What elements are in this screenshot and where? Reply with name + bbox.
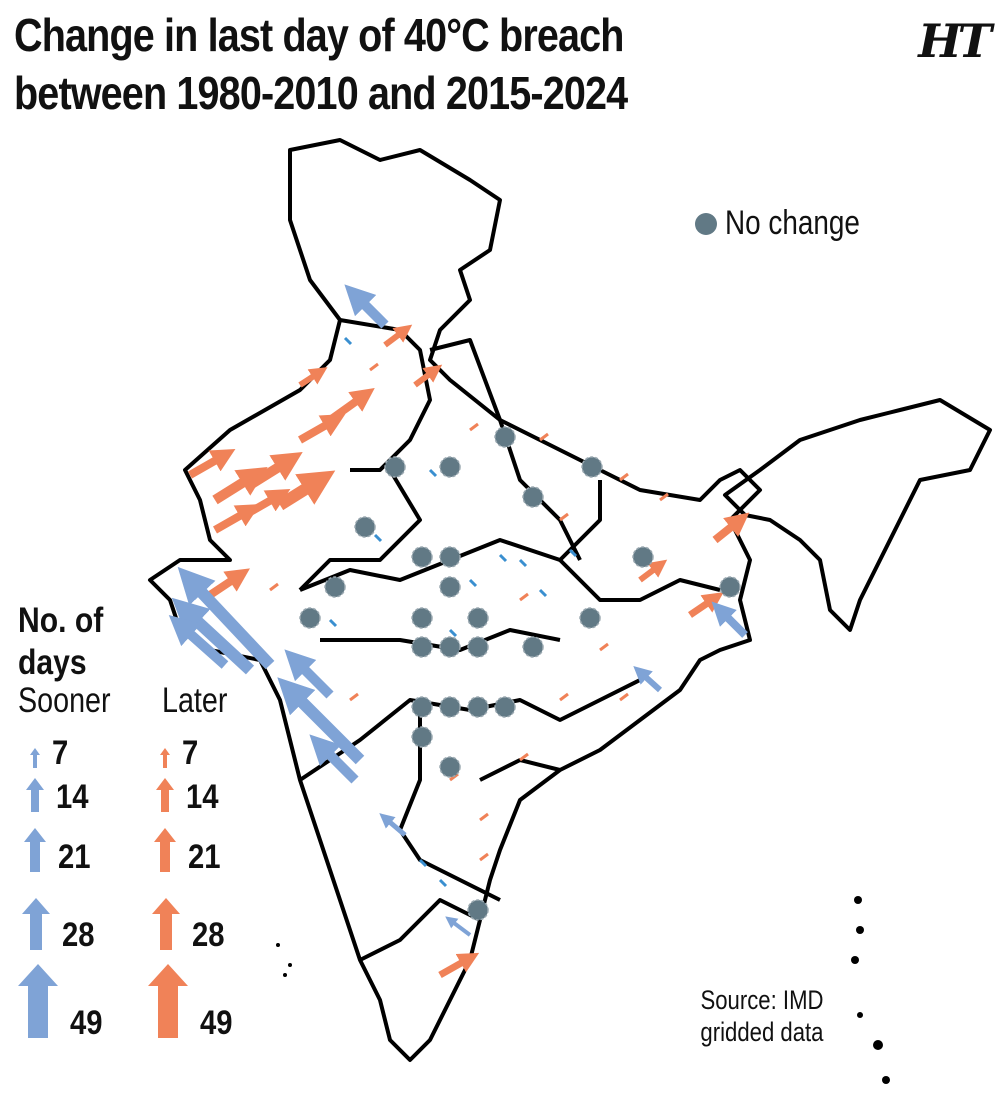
legend-later-7: 7 [158, 736, 201, 770]
no-change-legend: No change [695, 204, 889, 243]
legend-sooner-14: 14 [24, 776, 94, 814]
later-small-dashes [269, 362, 669, 862]
no-change-dot-icon [695, 212, 717, 235]
country-outline [148, 138, 992, 1062]
no-change-dots [299, 426, 741, 921]
source-line-2: gridded data [700, 1017, 824, 1047]
legend-sooner-21: 21 [22, 826, 96, 874]
later-arrows [188, 324, 750, 979]
sooner-arrow-icon [22, 898, 50, 950]
legend-sooner-49: 49 [16, 962, 108, 1040]
title-line-1: Change in last day of 40°C breach [14, 9, 624, 61]
sooner-small-dashes [328, 336, 578, 888]
later-arrow-icon [160, 748, 170, 768]
source-note: Source: IMD gridded data [680, 984, 824, 1048]
sooner-arrow-icon [24, 828, 46, 872]
later-arrow-icon [156, 778, 174, 812]
legend-later-28: 28 [150, 896, 230, 952]
sooner-arrow-icon [26, 778, 44, 812]
legend-sooner-28: 28 [20, 896, 100, 952]
legend-title-line-1: No. of [18, 601, 104, 640]
source-line-1: Source: IMD [700, 985, 824, 1015]
legend-later-49: 49 [146, 962, 238, 1040]
legend-later-21: 21 [152, 826, 226, 874]
no-change-label: No change [725, 204, 860, 242]
later-heading: Later [162, 681, 228, 720]
title-line-2: between 1980-2010 and 2015-2024 [14, 67, 628, 119]
sooner-arrow-icon [18, 964, 58, 1038]
ht-logo: HT [918, 14, 992, 68]
legend-later-14: 14 [154, 776, 224, 814]
legend-title-line-2: days [18, 643, 87, 682]
later-arrow-icon [154, 828, 176, 872]
islands [276, 896, 890, 1084]
sooner-heading: Sooner [18, 681, 111, 720]
sooner-arrows [168, 284, 748, 937]
later-arrow-icon [148, 964, 188, 1038]
legend-sooner-7: 7 [28, 736, 71, 770]
sooner-arrow-icon [30, 748, 40, 768]
later-arrow-icon [152, 898, 180, 950]
legend-title: No. of days [18, 600, 103, 684]
